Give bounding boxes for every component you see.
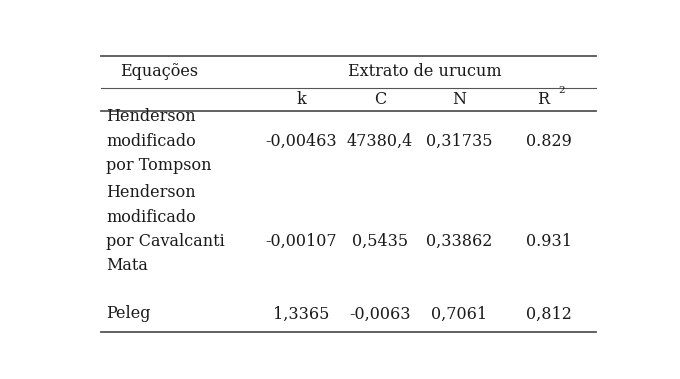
Text: -0,00107: -0,00107 [265, 233, 337, 250]
Text: 0.829: 0.829 [526, 133, 572, 150]
Text: 0.931: 0.931 [526, 233, 572, 250]
Text: 1,3365: 1,3365 [273, 305, 329, 323]
Text: 0,812: 0,812 [526, 305, 572, 323]
Text: Henderson: Henderson [106, 108, 196, 125]
Text: R: R [537, 91, 549, 108]
Text: por Tompson: por Tompson [106, 157, 211, 174]
Text: 0,5435: 0,5435 [352, 233, 408, 250]
Text: Extrato de urucum: Extrato de urucum [348, 63, 502, 80]
Text: 0,33862: 0,33862 [426, 233, 492, 250]
Text: 0,7061: 0,7061 [431, 305, 488, 323]
Text: por Cavalcanti: por Cavalcanti [106, 233, 225, 250]
Text: C: C [374, 91, 386, 108]
Text: N: N [452, 91, 466, 108]
Text: Equações: Equações [120, 63, 198, 80]
Text: 47380,4: 47380,4 [347, 133, 413, 150]
Text: Mata: Mata [106, 257, 148, 274]
Text: modificado: modificado [106, 208, 196, 226]
Text: -0,0063: -0,0063 [350, 305, 411, 323]
Text: 2: 2 [559, 86, 565, 95]
Text: modificado: modificado [106, 133, 196, 150]
Text: k: k [296, 91, 306, 108]
Text: -0,00463: -0,00463 [265, 133, 337, 150]
Text: Henderson: Henderson [106, 184, 196, 201]
Text: Peleg: Peleg [106, 305, 150, 323]
Text: 0,31735: 0,31735 [426, 133, 492, 150]
